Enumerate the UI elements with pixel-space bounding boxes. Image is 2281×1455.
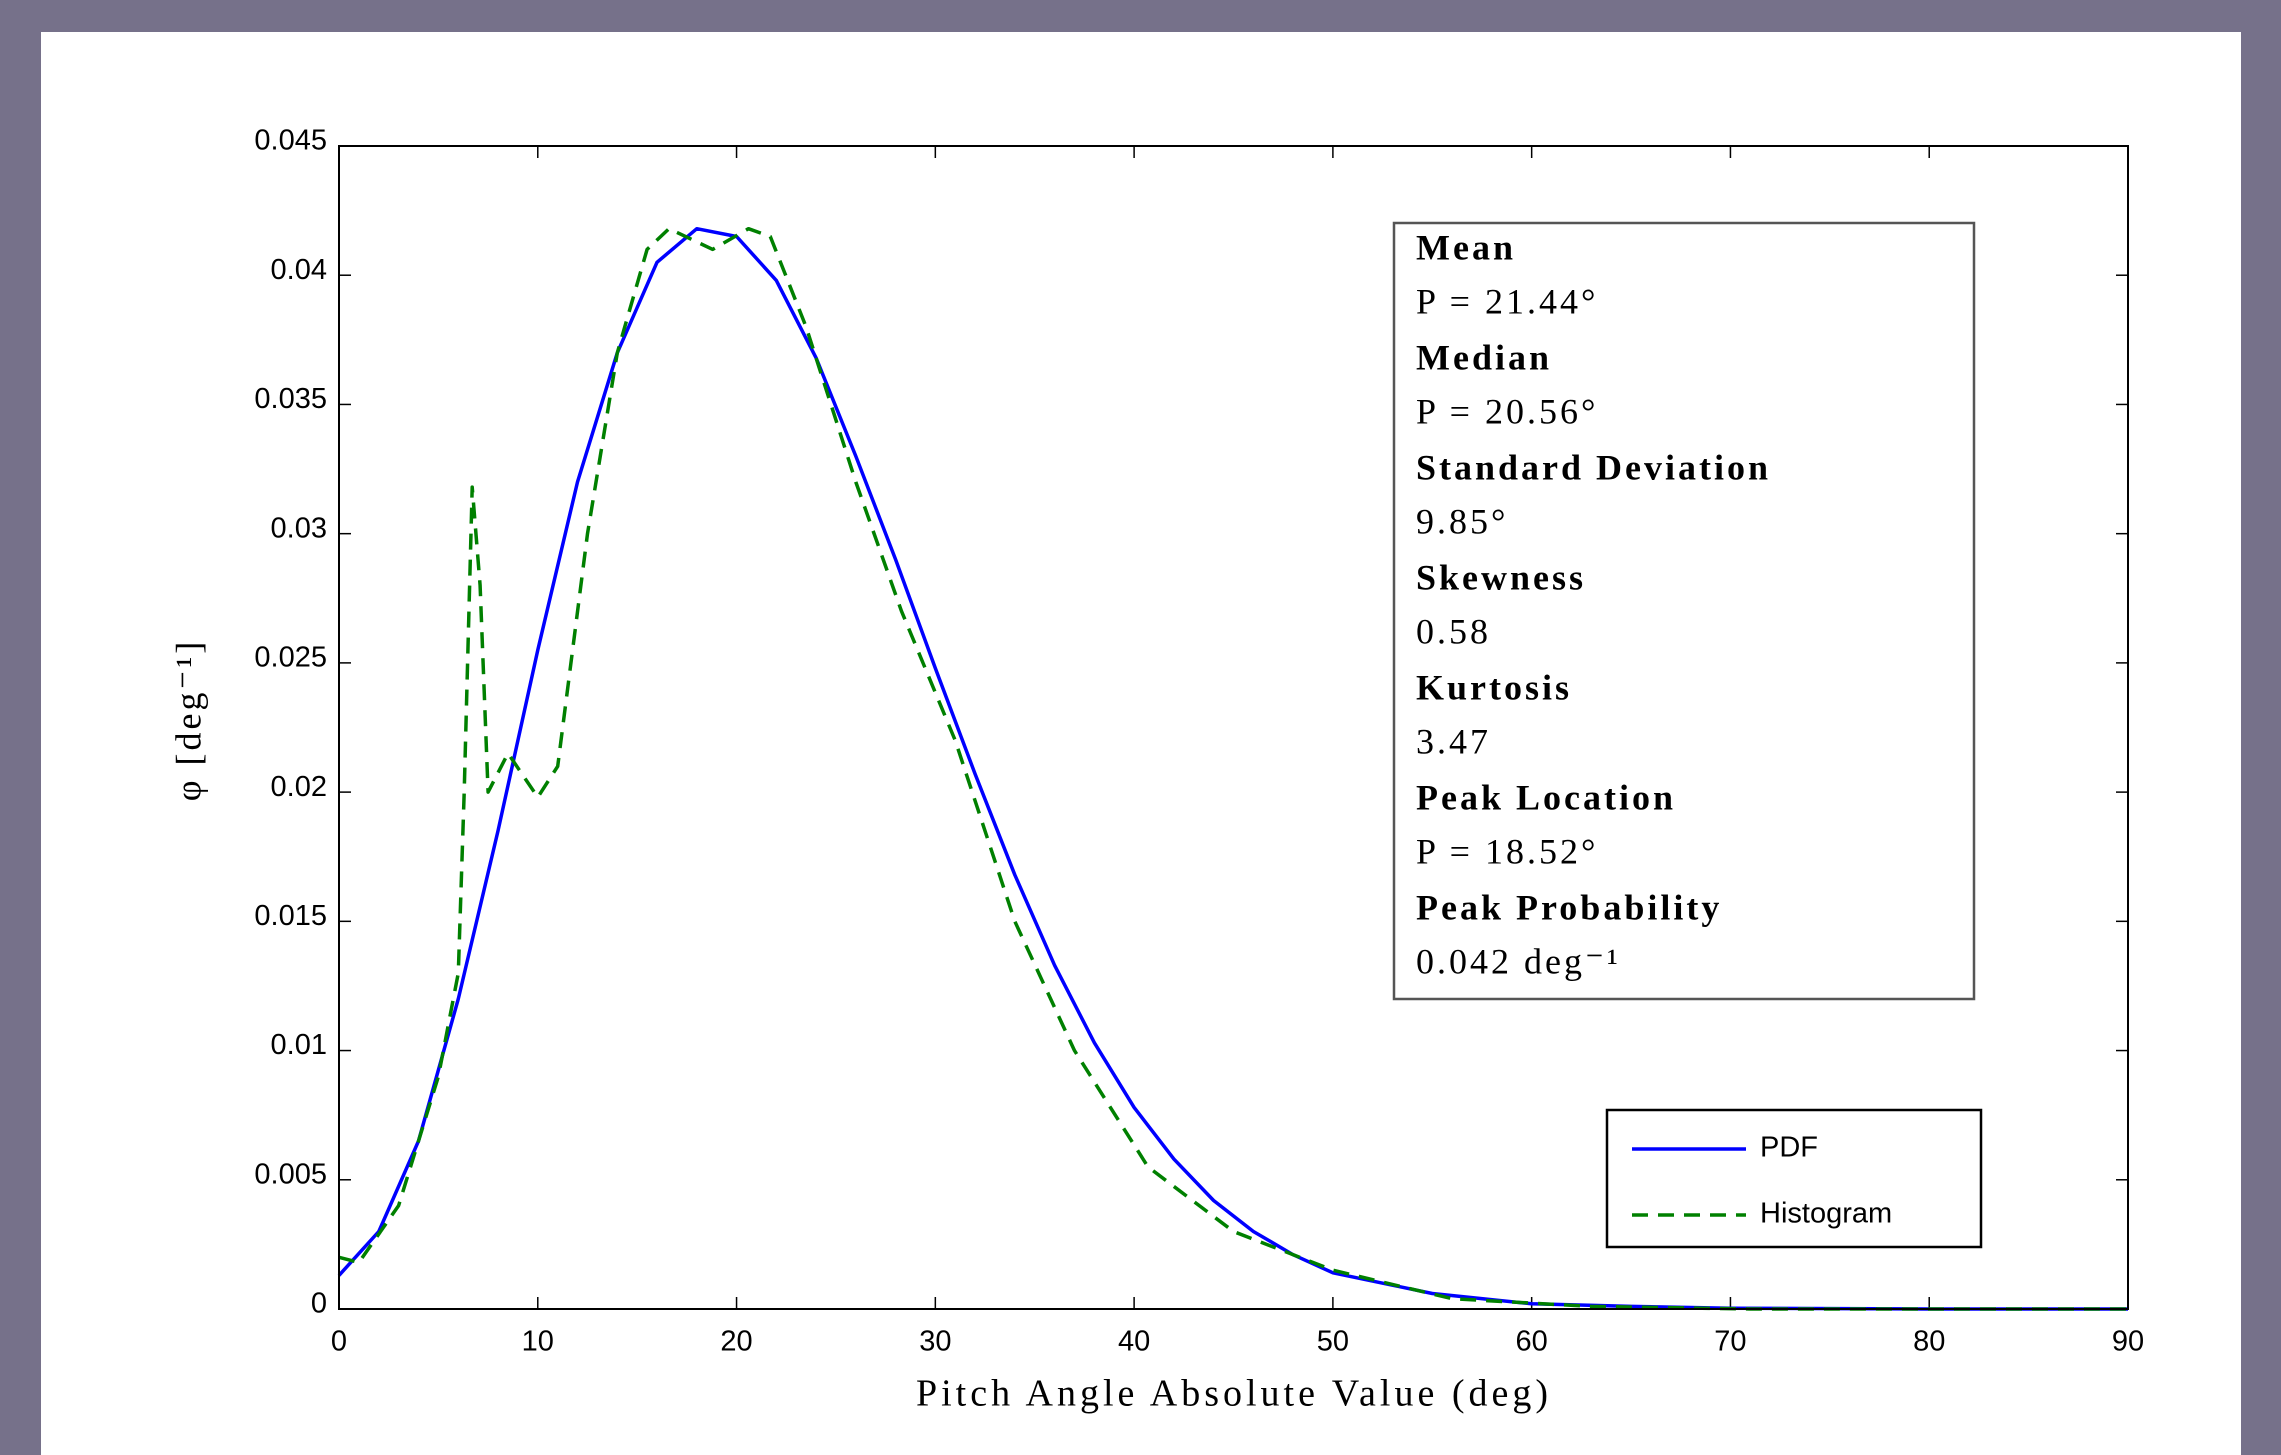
stat-value: P = 20.56°	[1416, 391, 1598, 431]
x-tick-label: 0	[331, 1326, 347, 1358]
x-tick-label: 40	[1118, 1326, 1150, 1358]
y-tick-label: 0.01	[271, 1029, 327, 1061]
y-tick-label: 0.02	[271, 771, 327, 803]
x-tick-label: 80	[1913, 1326, 1945, 1358]
x-tick-label: 90	[2112, 1326, 2144, 1358]
y-tick-label: 0.035	[254, 383, 327, 415]
series-line	[338, 226, 2128, 1311]
stat-value: P = 21.44°	[1416, 281, 1598, 321]
x-tick-label: 60	[1516, 1326, 1548, 1358]
y-tick-label: 0	[311, 1288, 327, 1320]
plot-frame	[338, 145, 2129, 1310]
x-axis-label: Pitch Angle Absolute Value (deg)	[916, 1373, 1552, 1415]
stat-label: Mean	[1416, 227, 1516, 267]
y-tick-label: 0.015	[254, 900, 327, 932]
stat-label: Skewness	[1416, 557, 1586, 597]
stat-value: 0.042 deg⁻¹	[1416, 941, 1621, 981]
y-tick-label: 0.04	[271, 254, 327, 286]
legend-box	[1605, 1108, 1983, 1249]
y-tick-label: 0.03	[271, 512, 327, 544]
x-tick-label: 70	[1714, 1326, 1746, 1358]
y-tick-label: 0.025	[254, 642, 327, 674]
stats-box	[1392, 221, 1976, 1001]
x-tick-label: 30	[919, 1326, 951, 1358]
legend-label: PDF	[1760, 1132, 1818, 1164]
y-tick-label: 0.045	[254, 125, 327, 157]
stat-label: Peak Probability	[1416, 887, 1722, 927]
stat-value: P = 18.52°	[1416, 831, 1598, 871]
legend-label: Histogram	[1760, 1198, 1892, 1230]
x-tick-label: 20	[720, 1326, 752, 1358]
stat-label: Median	[1416, 337, 1552, 377]
y-tick-label: 0.005	[254, 1158, 327, 1190]
stat-value: 3.47	[1416, 721, 1491, 761]
x-tick-label: 50	[1317, 1326, 1349, 1358]
y-axis-label: φ [deg⁻¹]	[168, 639, 208, 802]
x-tick-label: 10	[522, 1326, 554, 1358]
stat-label: Kurtosis	[1416, 667, 1572, 707]
stat-label: Peak Location	[1416, 777, 1676, 817]
stat-label: Standard Deviation	[1416, 447, 1771, 487]
stat-value: 9.85°	[1416, 501, 1508, 541]
stat-value: 0.58	[1416, 611, 1491, 651]
